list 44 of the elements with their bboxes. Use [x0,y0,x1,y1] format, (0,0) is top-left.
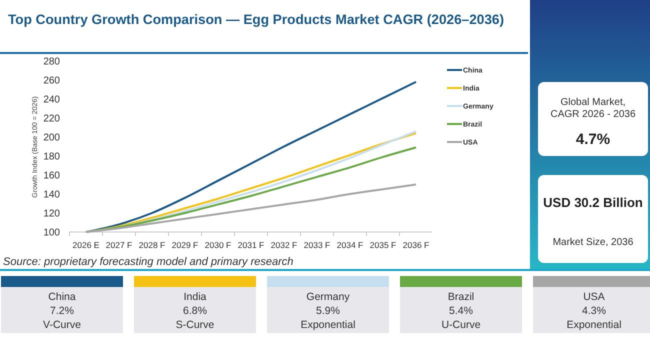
x-tick-label: 2029 F [172,240,198,250]
x-tick-label: 2033 F [304,240,330,250]
text: U-Curve [441,319,481,331]
category-label: India [184,291,207,303]
text: 7.2% [50,305,74,317]
y-tick-label: 240 [43,94,60,106]
x-tick-label: 2034 F [336,240,364,250]
y-tick-label: 100 [43,228,60,238]
category-label: Germany [306,291,350,303]
category-label: USA [583,291,605,303]
category-label: China [48,291,76,303]
y-tick-label: 280 [43,56,60,68]
y-tick-label: 140 [43,190,60,200]
x-tick-label: 2032 F [270,240,298,250]
text: 4.7% [576,131,610,148]
text: Market Size, 2036 [552,237,634,248]
x-tick-label: 2030 F [204,240,232,250]
text: 6.8% [183,305,207,317]
y-tick-label: 260 [43,76,60,86]
x-tick-label: 2035 F [370,240,396,250]
text: 5.4% [449,305,473,317]
text: 5.9% [316,305,340,317]
x-tick-label: 2036 F [402,240,430,250]
text: Global Market, CAGR 2026 - 2036 [550,97,636,120]
text: Exponential [300,319,356,331]
line-series [85,80,417,233]
text: USD 30.2 Billion [543,195,643,210]
text: Exponential [566,319,622,331]
y-tick-label: 160 [43,170,60,182]
text: 4.3% [582,305,606,317]
x-tick-label: 2027 F [106,240,132,250]
text: S-Curve [176,319,214,331]
chart-title: Top Country Growth Comparison — Egg Products Market CAGR (2026–2036) [8,12,504,27]
y-tick-label: 120 [43,208,60,220]
x-tick-label: 2026 E [72,240,100,250]
y-tick-label: 200 [43,132,60,144]
y-tick-label: 180 [43,152,60,162]
x-tick-label: 2031 F [238,240,264,250]
y-tick-label: 220 [43,114,60,124]
category-label: Brazil [448,291,474,303]
source-note: Source: proprietary forecasting model and primary research [3,256,294,268]
line-series [85,184,417,233]
text: V-Curve [43,319,82,331]
x-tick-label: 2028 F [138,240,166,250]
